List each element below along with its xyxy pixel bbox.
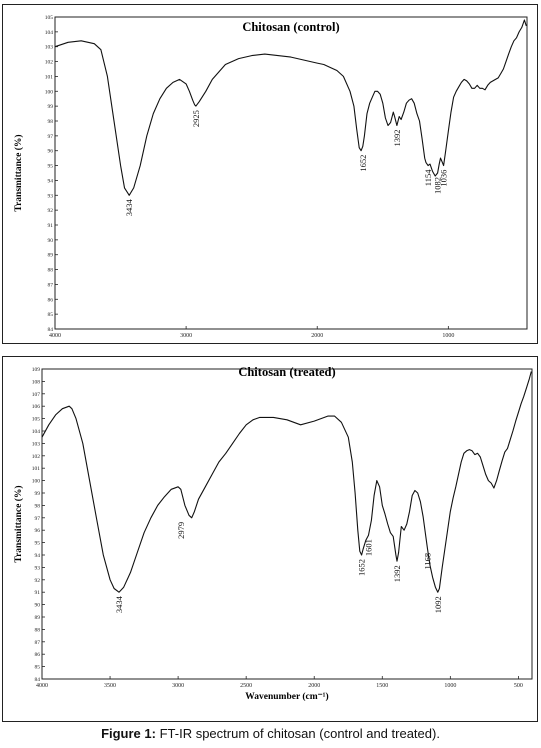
y-tick-label: 101 (45, 74, 54, 80)
y-tick-label: 109 (32, 367, 41, 373)
y-tick-label: 89 (48, 253, 54, 259)
y-tick-label: 90 (35, 603, 41, 609)
y-tick-label: 99 (48, 104, 54, 110)
peak-label: 1601 (363, 539, 373, 556)
y-tick-label: 94 (48, 178, 54, 184)
y-tick-label: 103 (32, 441, 41, 447)
y-tick-label: 90 (48, 238, 54, 244)
caption-text: FT-IR spectrum of chitosan (control and … (159, 726, 440, 741)
y-tick-label: 108 (32, 379, 41, 385)
y-tick-label: 89 (35, 615, 41, 621)
peak-label: 1168 (423, 553, 433, 570)
y-tick-label: 88 (35, 627, 41, 633)
plot-frame (54, 16, 528, 330)
y-axis-label: Transmittance (%) (13, 134, 24, 211)
x-tick-label: 2000 (308, 683, 320, 689)
y-tick-label: 104 (32, 429, 41, 435)
peak-label: 3434 (124, 199, 134, 217)
y-tick-label: 84 (48, 327, 54, 333)
y-tick-label: 104 (45, 30, 54, 36)
peak-label: 1082 (433, 177, 443, 194)
y-tick-label: 98 (35, 503, 41, 509)
ftir-chart-control: 84 85 86 87 88 89 90 91 92 93 94 95 96 97 98 99 100 101 10… (13, 15, 528, 339)
y-tick-label: 94 (35, 553, 41, 559)
peak-label: 1392 (392, 565, 402, 582)
y-tick-label: 88 (48, 268, 54, 274)
figure-caption: Figure 1: FT-IR spectrum of chitosan (co… (0, 726, 541, 741)
ftir-chart-treated: 84 85 86 87 88 89 90 91 92 93 94 95 96 97 98 99 100 101 10… (13, 365, 533, 702)
y-tick-label: 85 (35, 665, 41, 671)
y-tick-label: 91 (48, 223, 54, 229)
y-tick-label: 84 (35, 677, 41, 683)
y-tick-label: 91 (35, 590, 41, 596)
y-tick-label: 106 (32, 404, 41, 410)
x-tick-label: 3000 (180, 333, 192, 339)
y-tick-label: 93 (35, 565, 41, 571)
x-tick-label: 2000 (311, 333, 323, 339)
peak-label: 3434 (114, 595, 124, 613)
y-tick-label: 103 (45, 45, 54, 51)
y-tick-label: 86 (35, 652, 41, 658)
peak-label: 1392 (392, 129, 402, 146)
y-tick-label: 97 (35, 516, 41, 522)
y-tick-label: 86 (48, 297, 54, 303)
y-tick-label: 100 (32, 479, 41, 485)
x-tick-label: 1000 (444, 683, 456, 689)
y-tick-label: 87 (35, 640, 41, 646)
x-tick-label: 3000 (172, 683, 184, 689)
peak-label: 2979 (176, 522, 186, 539)
spectrum-line (54, 19, 527, 196)
y-tick-label: 87 (48, 282, 54, 288)
y-tick-label: 100 (45, 89, 54, 95)
chart-panel-control: 84 85 86 87 88 89 90 91 92 93 94 95 96 97 98 99 100 101 10… (2, 4, 538, 344)
y-tick-label: 102 (45, 60, 54, 66)
peak-label: 1092 (433, 596, 443, 613)
y-tick-label: 102 (32, 454, 41, 460)
y-tick-label: 107 (32, 392, 41, 398)
y-axis-label: Transmittance (%) (13, 485, 24, 562)
x-tick-label: 500 (514, 683, 523, 689)
peak-label: 1036 (439, 170, 449, 187)
y-tick-label: 95 (48, 164, 54, 170)
x-tick-label: 2500 (240, 683, 252, 689)
y-tick-label: 105 (45, 15, 54, 21)
chart-title: Chitosan (control) (242, 20, 339, 34)
peak-label: 2925 (191, 110, 201, 127)
peak-label: 1154 (423, 169, 433, 186)
y-tick-label: 92 (35, 578, 41, 584)
x-tick-label: 1000 (442, 333, 454, 339)
y-tick-label: 101 (32, 466, 41, 472)
y-tick-label: 95 (35, 541, 41, 547)
y-tick-label: 98 (48, 119, 54, 125)
y-tick-label: 93 (48, 193, 54, 199)
peak-label: 1652 (357, 559, 367, 576)
spectrum-line (41, 371, 532, 593)
y-tick-label: 97 (48, 134, 54, 140)
x-tick-label: 1500 (376, 683, 388, 689)
x-tick-label: 4000 (49, 333, 61, 339)
chart-title: Chitosan (treated) (238, 365, 335, 379)
x-tick-label: 3500 (104, 683, 116, 689)
plot-frame (41, 368, 533, 680)
y-tick-label: 92 (48, 208, 54, 214)
x-axis-label: Wavenumber (cm⁻¹) (245, 691, 328, 702)
x-tick-label: 4000 (36, 683, 48, 689)
y-tick-label: 96 (35, 528, 41, 534)
y-tick-label: 99 (35, 491, 41, 497)
y-tick-label: 105 (32, 417, 41, 423)
chart-panel-treated: 84 85 86 87 88 89 90 91 92 93 94 95 96 97 98 99 100 101 10… (2, 356, 538, 722)
y-tick-label: 96 (48, 149, 54, 155)
y-tick-label: 85 (48, 312, 54, 318)
caption-prefix: Figure 1: (101, 726, 156, 741)
peak-label: 1652 (358, 155, 368, 172)
